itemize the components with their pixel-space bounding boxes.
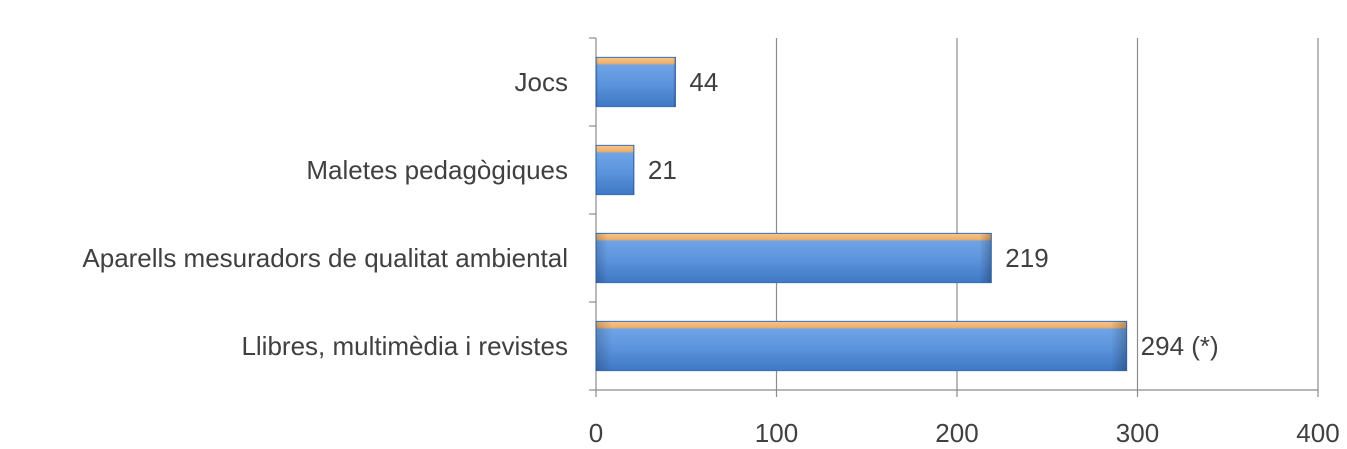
category-label: Maletes pedagògiques — [306, 155, 568, 185]
bar-shade-3 — [596, 321, 1127, 371]
bar-shade-2 — [596, 233, 992, 283]
data-label: 219 — [1005, 243, 1048, 273]
x-tick-label: 300 — [1116, 418, 1159, 448]
x-tick-label: 100 — [755, 418, 798, 448]
category-label: Llibres, multimèdia i revistes — [241, 331, 568, 361]
category-label: Jocs — [515, 67, 568, 97]
data-label: 44 — [689, 67, 718, 97]
x-tick-label: 0 — [589, 418, 603, 448]
bar-shade-0 — [596, 57, 676, 107]
labels: 0 100 200 300 400 Jocs 44 Maletes pedagògiques 2… — [82, 67, 1339, 448]
bar-shade-1 — [596, 145, 634, 195]
bars — [595, 56, 1128, 372]
x-tick-label: 200 — [935, 418, 978, 448]
data-label: 21 — [648, 155, 677, 185]
category-label: Aparells mesuradors de qualitat ambienta… — [82, 243, 568, 273]
data-label: 294 (*) — [1141, 331, 1219, 361]
x-tick-label: 400 — [1296, 418, 1339, 448]
